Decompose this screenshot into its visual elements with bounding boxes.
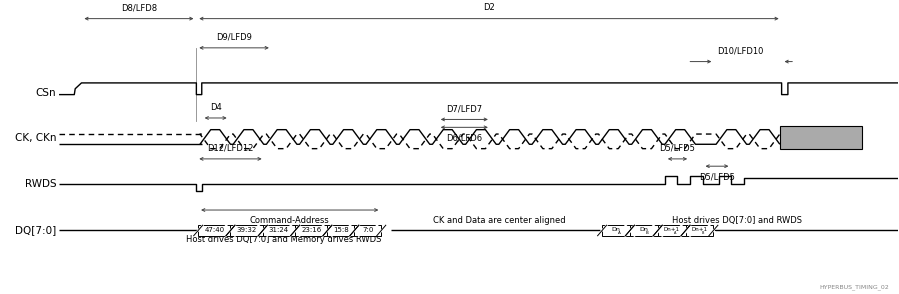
- Bar: [779, 126, 862, 149]
- Text: B: B: [646, 231, 649, 235]
- Bar: [198, 225, 230, 236]
- Text: D6/LFD6: D6/LFD6: [446, 134, 483, 143]
- Text: D2: D2: [483, 3, 494, 12]
- Text: D4: D4: [209, 103, 221, 111]
- Text: B: B: [702, 231, 704, 235]
- Text: DQ[7:0]: DQ[7:0]: [15, 225, 57, 235]
- Text: 23:16: 23:16: [301, 228, 322, 233]
- Bar: [630, 225, 658, 236]
- Bar: [658, 225, 686, 236]
- Text: Dn+1: Dn+1: [691, 227, 708, 232]
- Text: Host drives DQ[7:0] and RWDS: Host drives DQ[7:0] and RWDS: [672, 216, 802, 225]
- Text: Dn+1: Dn+1: [663, 227, 680, 232]
- Text: Dn: Dn: [611, 227, 620, 232]
- Text: A: A: [619, 231, 621, 235]
- Text: D12/LFD12: D12/LFD12: [208, 143, 254, 153]
- Text: 7:0: 7:0: [362, 228, 373, 233]
- Text: A: A: [674, 231, 676, 235]
- Text: Command-Address: Command-Address: [250, 216, 330, 225]
- Text: D5/LFD5: D5/LFD5: [660, 143, 696, 153]
- Text: 39:32: 39:32: [236, 228, 257, 233]
- Text: D7/LFD7: D7/LFD7: [446, 104, 483, 113]
- Text: 15:8: 15:8: [333, 228, 349, 233]
- Bar: [686, 225, 714, 236]
- Bar: [263, 225, 295, 236]
- Bar: [327, 225, 354, 236]
- Text: Dn: Dn: [639, 227, 648, 232]
- Text: RWDS: RWDS: [24, 179, 57, 189]
- Text: 47:40: 47:40: [204, 228, 225, 233]
- Text: D8/LFD8: D8/LFD8: [120, 3, 157, 12]
- Text: D9/LFD9: D9/LFD9: [216, 32, 252, 41]
- Bar: [230, 225, 263, 236]
- Text: CK, CKn: CK, CKn: [15, 133, 57, 143]
- Text: Host drives DQ[7:0] and Memory drives RWDS: Host drives DQ[7:0] and Memory drives RW…: [186, 235, 381, 244]
- Bar: [295, 225, 327, 236]
- Text: CSn: CSn: [36, 88, 57, 98]
- Text: D10/LFD10: D10/LFD10: [717, 46, 764, 55]
- Bar: [602, 225, 630, 236]
- Text: D5/LFD5: D5/LFD5: [699, 173, 734, 182]
- Text: HYPERBUS_TIMING_02: HYPERBUS_TIMING_02: [820, 285, 889, 290]
- Bar: [354, 225, 381, 236]
- Text: 31:24: 31:24: [269, 228, 289, 233]
- Text: CK and Data are center aligned: CK and Data are center aligned: [432, 216, 565, 225]
